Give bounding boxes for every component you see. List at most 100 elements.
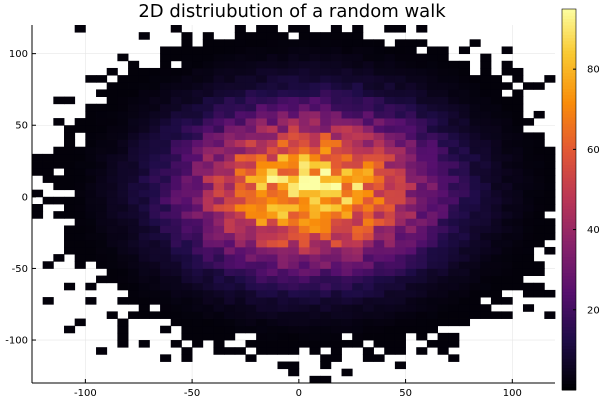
- heatmap-cell: [160, 304, 172, 312]
- heatmap-cell: [256, 282, 268, 291]
- heatmap-cell: [256, 304, 268, 312]
- heatmap-cell: [192, 261, 204, 269]
- heatmap-cell: [106, 89, 118, 97]
- heatmap-cell: [170, 161, 182, 169]
- heatmap-cell: [522, 146, 535, 155]
- heatmap-cell: [256, 332, 268, 341]
- heatmap-cell: [74, 168, 86, 176]
- heatmap-cell: [437, 318, 449, 327]
- heatmap-cell: [245, 304, 257, 312]
- heatmap-cell: [85, 103, 97, 112]
- heatmap-cell: [138, 204, 150, 212]
- heatmap-cell: [352, 246, 364, 255]
- heatmap-cell: [394, 53, 406, 62]
- heatmap-cell: [181, 39, 193, 47]
- heatmap-cell: [288, 67, 300, 76]
- heatmap-cell: [480, 118, 492, 126]
- heatmap-cell: [298, 75, 310, 83]
- heatmap-cell: [480, 53, 492, 62]
- heatmap-cell: [544, 175, 556, 183]
- colorbar-tick-label: 80: [587, 65, 600, 76]
- heatmap-cell: [458, 46, 471, 55]
- heatmap-cell: [309, 60, 321, 69]
- heatmap-cell: [234, 96, 246, 105]
- heatmap-cell: [117, 82, 129, 90]
- colorbar-segment: [562, 123, 576, 127]
- heatmap-cell: [256, 96, 268, 105]
- heatmap-cell: [437, 196, 449, 205]
- heatmap-cell: [85, 153, 97, 162]
- heatmap-cell: [320, 118, 332, 126]
- heatmap-cell: [522, 189, 535, 198]
- heatmap-cell: [426, 318, 438, 327]
- heatmap-cell: [298, 132, 310, 140]
- heatmap-cell: [64, 225, 76, 234]
- heatmap-cell: [458, 132, 471, 140]
- heatmap-cell: [277, 182, 289, 191]
- heatmap-cell: [245, 232, 257, 241]
- heatmap-cell: [533, 168, 545, 176]
- heatmap-cell: [96, 232, 108, 241]
- heatmap-cell: [181, 53, 193, 62]
- heatmap-cell: [256, 39, 268, 47]
- heatmap-cell: [416, 304, 428, 312]
- heatmap-cell: [384, 311, 396, 319]
- heatmap-cell: [106, 161, 118, 169]
- heatmap-cell: [362, 189, 374, 198]
- heatmap-cell: [320, 168, 332, 176]
- heatmap-cell: [426, 60, 438, 69]
- heatmap-cell: [448, 204, 460, 212]
- heatmap-cell: [277, 67, 289, 76]
- heatmap-cell: [213, 67, 225, 76]
- heatmap-cell: [394, 225, 406, 234]
- heatmap-cell: [181, 204, 193, 212]
- heatmap-cell: [149, 239, 161, 248]
- heatmap-cell: [352, 82, 364, 90]
- heatmap-cell: [277, 196, 289, 205]
- heatmap-cell: [213, 268, 225, 276]
- heatmap-cell: [224, 297, 236, 305]
- heatmap-cell: [266, 125, 278, 133]
- heatmap-cell: [373, 67, 385, 76]
- heatmap-cell: [298, 146, 310, 155]
- heatmap-cell: [181, 103, 193, 112]
- heatmap-cell: [213, 96, 225, 105]
- heatmap-cell: [277, 125, 289, 133]
- heatmap-cell: [85, 161, 97, 169]
- heatmap-cell: [458, 275, 471, 284]
- heatmap-cell: [106, 175, 118, 183]
- heatmap-cell: [128, 67, 140, 76]
- heatmap-cell: [341, 239, 353, 248]
- heatmap-cell: [522, 254, 535, 262]
- heatmap-cell: [53, 211, 65, 219]
- heatmap-cell: [352, 232, 364, 241]
- heatmap-cell: [277, 325, 289, 334]
- heatmap-cell: [149, 103, 161, 112]
- heatmap-cell: [320, 246, 332, 255]
- heatmap-cell: [522, 268, 535, 276]
- heatmap-cell: [96, 153, 108, 162]
- heatmap-cell: [149, 196, 161, 205]
- heatmap-cell: [85, 168, 97, 176]
- heatmap-cell: [213, 340, 225, 348]
- heatmap-cell: [202, 304, 214, 312]
- heatmap-cell: [480, 96, 492, 105]
- heatmap-cell: [298, 232, 310, 241]
- colorbar-segment: [562, 62, 576, 67]
- heatmap-cell: [373, 175, 385, 183]
- heatmap-cell: [405, 232, 417, 241]
- heatmap-cell: [330, 75, 342, 83]
- heatmap-cell: [298, 204, 310, 212]
- heatmap-cell: [96, 246, 108, 255]
- heatmap-cell: [490, 161, 503, 169]
- heatmap-cell: [309, 32, 321, 40]
- heatmap-cell: [117, 168, 129, 176]
- heatmap-cell: [394, 232, 406, 241]
- heatmap-cell: [192, 82, 204, 90]
- heatmap-cell: [213, 175, 225, 183]
- heatmap-cell: [64, 125, 76, 133]
- heatmap-cell: [384, 132, 396, 140]
- heatmap-cell: [320, 282, 332, 291]
- colorbar-segment: [562, 272, 576, 277]
- heatmap-cell: [448, 189, 460, 198]
